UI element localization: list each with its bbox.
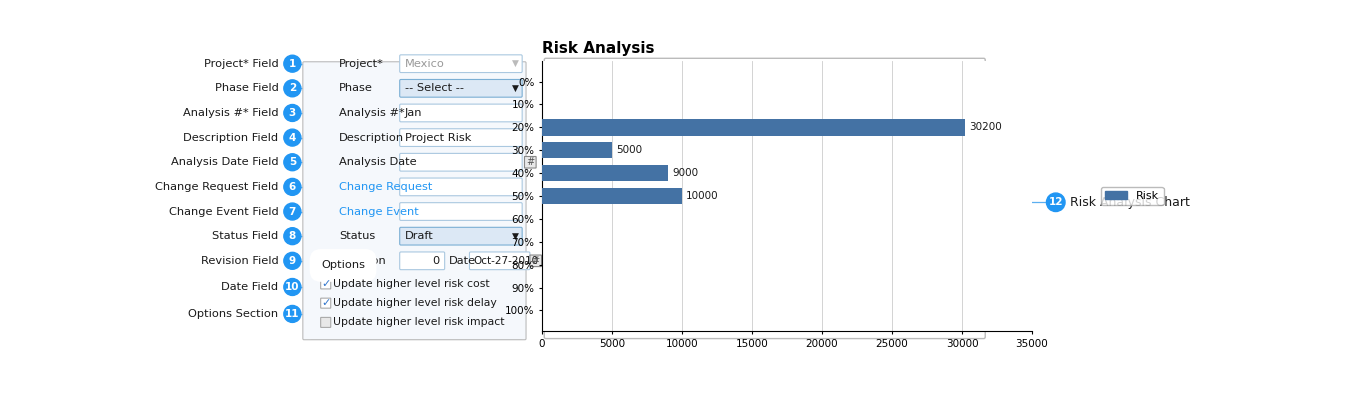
Text: Change Request Field: Change Request Field [155,182,279,192]
Text: 1: 1 [288,59,296,69]
FancyBboxPatch shape [524,156,536,168]
FancyBboxPatch shape [400,153,523,171]
Text: 9000: 9000 [672,168,698,178]
Text: 8: 8 [288,231,296,241]
Bar [541,188,682,204]
FancyBboxPatch shape [544,58,985,339]
Text: Status Field: Status Field [213,231,279,241]
Circle shape [284,278,300,295]
Text: #: # [532,256,540,266]
Text: Analysis #* Field: Analysis #* Field [183,108,279,118]
Circle shape [284,252,300,269]
Text: 5: 5 [288,157,296,167]
Text: 10: 10 [286,282,299,292]
Text: Options Section: Options Section [189,309,279,319]
Text: ▼: ▼ [512,84,519,93]
Text: ✓: ✓ [321,279,330,289]
Text: Description: Description [339,133,404,143]
Text: 0: 0 [432,256,439,266]
FancyBboxPatch shape [321,279,331,289]
Text: 5000: 5000 [616,145,643,155]
Text: Analysis Date Field: Analysis Date Field [171,157,279,167]
Text: Update higher level risk impact: Update higher level risk impact [334,318,505,327]
Text: Project Risk: Project Risk [404,133,471,143]
Text: 7: 7 [288,207,296,217]
FancyBboxPatch shape [470,252,529,270]
Text: Date: Date [449,256,475,266]
Legend: Risk: Risk [1100,187,1164,206]
Text: Risk Analysis: Risk Analysis [541,41,655,56]
Text: Phase Field: Phase Field [214,83,279,93]
Text: -- Select --: -- Select -- [404,83,463,93]
Text: Revision Field: Revision Field [201,256,279,266]
FancyBboxPatch shape [400,129,523,147]
FancyBboxPatch shape [400,252,445,270]
Text: 10000: 10000 [686,191,719,201]
Text: Risk Analysis Chart: Risk Analysis Chart [1070,196,1189,209]
Text: Change Request: Change Request [339,182,432,192]
FancyBboxPatch shape [400,227,523,245]
Text: Project*: Project* [339,59,384,69]
Text: 2: 2 [288,83,296,93]
Text: Options: Options [321,261,365,270]
Text: Revision: Revision [339,256,387,266]
Circle shape [284,105,300,122]
Text: Date Field: Date Field [221,282,279,292]
FancyBboxPatch shape [311,263,521,339]
Text: 6: 6 [288,182,296,192]
Text: Phase: Phase [339,83,373,93]
Text: 30200: 30200 [968,122,1002,132]
Circle shape [284,55,300,72]
FancyBboxPatch shape [321,298,331,308]
Text: Status: Status [339,231,374,241]
FancyBboxPatch shape [321,318,331,327]
Circle shape [284,228,300,245]
Circle shape [284,305,300,322]
Text: ▼: ▼ [512,59,519,68]
Text: Analysis Date: Analysis Date [339,157,416,167]
Text: Project* Field: Project* Field [203,59,279,69]
Text: ✓: ✓ [321,298,330,308]
Text: Draft: Draft [404,231,434,241]
Text: Change Event Field: Change Event Field [168,207,279,217]
Text: Description Field: Description Field [183,133,279,143]
Circle shape [284,80,300,97]
FancyBboxPatch shape [400,80,523,97]
Circle shape [284,203,300,220]
Circle shape [284,179,300,195]
Bar [541,119,964,135]
Text: 4: 4 [288,133,296,143]
FancyBboxPatch shape [400,203,523,221]
Bar [541,142,612,158]
FancyBboxPatch shape [529,255,541,267]
Bar [541,165,668,181]
FancyBboxPatch shape [400,104,523,122]
Text: 3: 3 [288,108,296,118]
Text: Jan: Jan [404,108,422,118]
Text: 9: 9 [288,256,296,266]
Text: Change Event: Change Event [339,207,419,217]
Text: 11: 11 [286,309,299,319]
Text: Update higher level risk cost: Update higher level risk cost [334,279,490,289]
Circle shape [1047,193,1065,211]
FancyBboxPatch shape [303,62,527,340]
Text: Mexico: Mexico [404,59,445,69]
Text: ▼: ▼ [512,232,519,241]
Text: #: # [527,157,535,167]
Text: Analysis #*: Analysis #* [339,108,404,118]
Text: Oct-27-2010: Oct-27-2010 [473,256,537,266]
Text: Update higher level risk delay: Update higher level risk delay [334,298,497,308]
Circle shape [284,154,300,171]
FancyBboxPatch shape [400,178,523,196]
FancyBboxPatch shape [400,55,523,72]
Circle shape [284,129,300,146]
Text: 12: 12 [1048,197,1063,207]
